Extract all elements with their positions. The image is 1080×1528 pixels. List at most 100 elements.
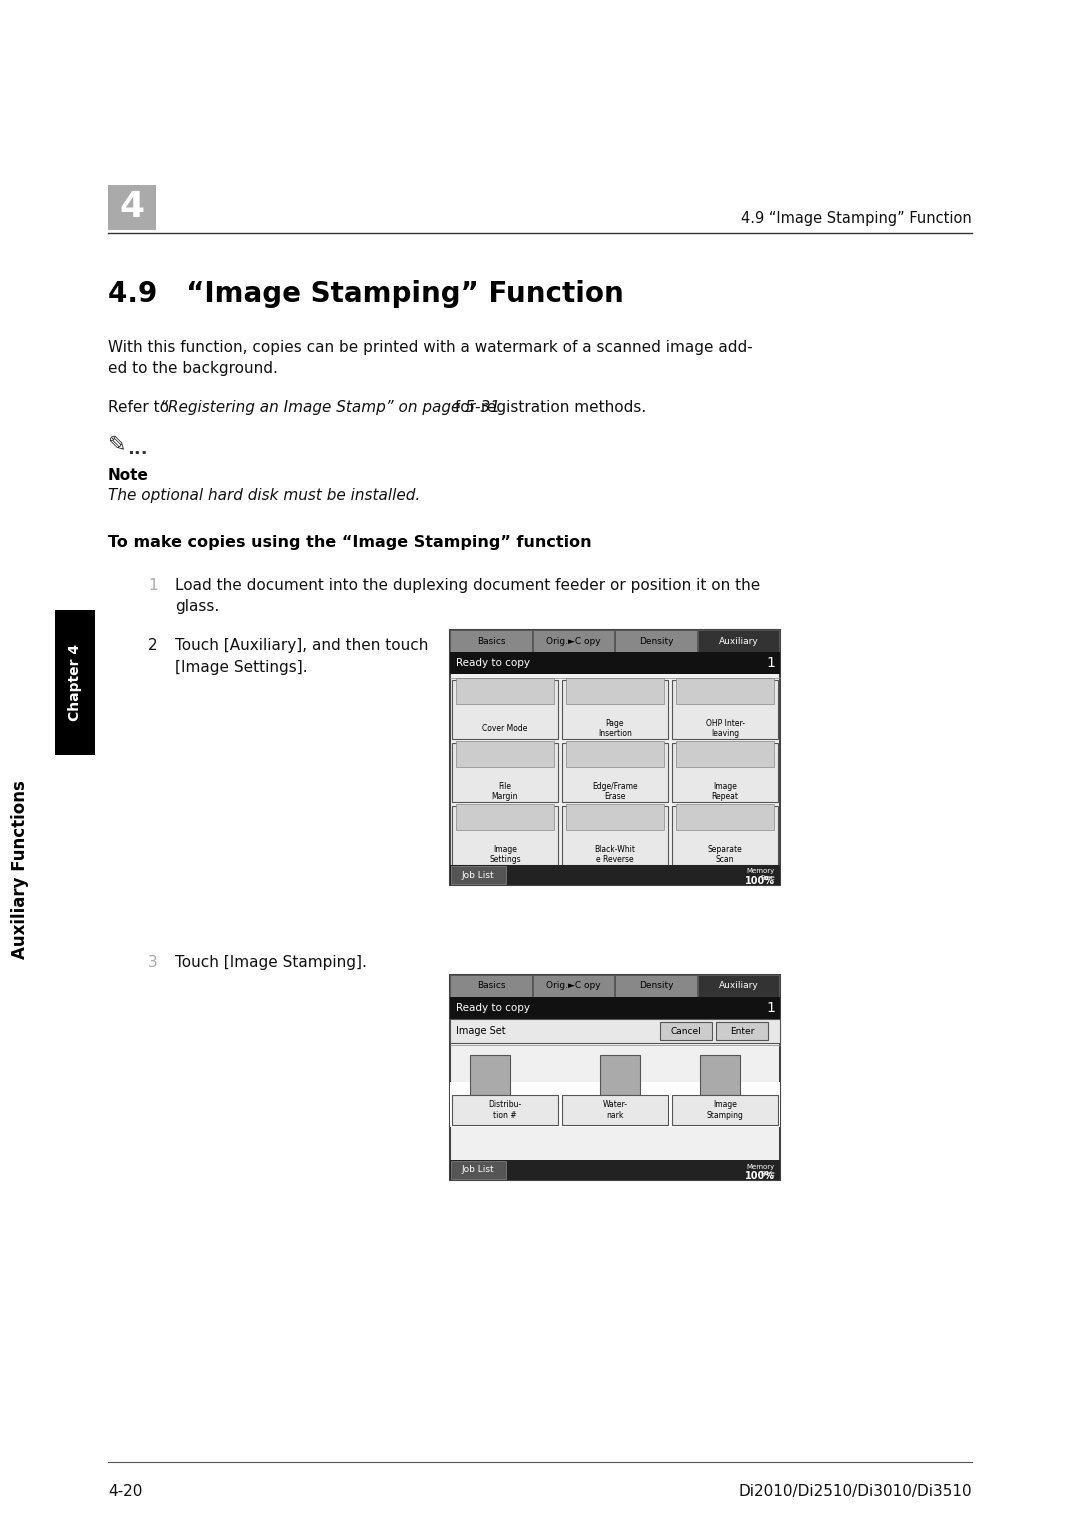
Bar [451,866,507,885]
Text: Page
Insertion: Page Insertion [598,718,632,738]
Bar [450,975,531,996]
Bar [456,677,554,704]
Bar [450,1082,780,1128]
Text: Image Set: Image Set [456,1025,505,1036]
Bar [566,804,664,830]
Text: Cancel: Cancel [671,1027,701,1036]
Text: OHP Inter-
leaving: OHP Inter- leaving [705,718,744,738]
Text: Water-
nark: Water- nark [603,1100,627,1120]
Text: Memory
Free: Memory Free [746,868,775,882]
Text: Memory
Free: Memory Free [746,1163,775,1177]
Bar [716,1022,768,1041]
Text: Density: Density [639,981,674,990]
Bar [676,741,774,767]
Text: 3: 3 [148,955,158,970]
Bar [470,1054,510,1096]
Text: ✎: ✎ [108,435,126,455]
Text: File
Margin: File Margin [491,782,518,801]
Text: Enter: Enter [730,1027,754,1036]
Text: Cover Mode: Cover Mode [483,724,528,733]
Text: Orig.►C opy: Orig.►C opy [546,637,602,645]
Text: Basics: Basics [477,637,505,645]
Text: Image
Settings: Image Settings [489,845,521,863]
Text: ...: ... [127,440,148,458]
Bar [450,865,780,885]
Bar [672,743,778,802]
Bar [676,677,774,704]
Bar [562,743,669,802]
Bar [698,630,779,652]
Bar [600,1054,640,1096]
Bar [566,741,664,767]
Text: Density: Density [639,637,674,645]
Text: 1: 1 [148,578,158,593]
Text: Image
Repeat: Image Repeat [712,782,739,801]
Text: Auxiliary Functions: Auxiliary Functions [11,781,29,960]
Text: 1: 1 [766,656,775,669]
Text: for registration methods.: for registration methods. [450,400,646,416]
Text: Separate
Scan: Separate Scan [707,845,742,863]
Bar [672,1096,778,1125]
Bar [700,1054,740,1096]
Text: Ready to copy: Ready to copy [456,659,530,668]
Bar [451,1161,507,1180]
Bar [453,1096,558,1125]
Text: Touch [Auxiliary], and then touch
[Image Settings].: Touch [Auxiliary], and then touch [Image… [175,639,429,675]
Text: 4-20: 4-20 [108,1484,143,1499]
Bar [532,630,615,652]
Text: Chapter 4: Chapter 4 [68,643,82,721]
Text: Job List: Job List [461,1166,495,1175]
Text: 100%: 100% [745,1170,775,1181]
Text: Note: Note [108,468,149,483]
Text: 4: 4 [120,189,145,225]
Bar [532,975,615,996]
Bar [562,1096,669,1125]
Bar [450,630,780,885]
Bar [615,630,697,652]
Bar [450,1019,780,1044]
Bar [566,677,664,704]
Bar [562,680,669,740]
Bar [456,741,554,767]
Bar [453,743,558,802]
Text: 1: 1 [766,1001,775,1015]
Bar [450,996,780,1019]
Text: Edge/Frame
Erase: Edge/Frame Erase [592,782,638,801]
Text: 2: 2 [148,639,158,652]
Text: 100%: 100% [745,876,775,886]
Bar [450,652,780,674]
Text: With this function, copies can be printed with a watermark of a scanned image ad: With this function, copies can be printe… [108,341,753,376]
Bar [676,804,774,830]
Bar [453,805,558,865]
Bar [615,975,697,996]
Text: To make copies using the “Image Stamping” function: To make copies using the “Image Stamping… [108,535,592,550]
Text: Black-Whit
e Reverse: Black-Whit e Reverse [594,845,635,863]
Text: Image
Stamping: Image Stamping [706,1100,743,1120]
Bar [108,185,156,231]
Bar [453,680,558,740]
Text: The optional hard disk must be installed.: The optional hard disk must be installed… [108,487,420,503]
Bar [672,805,778,865]
Bar [450,630,531,652]
Text: Distribu-
tion #: Distribu- tion # [488,1100,522,1120]
Bar [698,975,779,996]
Text: Auxiliary: Auxiliary [719,981,758,990]
Bar [55,610,95,755]
Text: Orig.►C opy: Orig.►C opy [546,981,602,990]
Text: “Registering an Image Stamp” on page 5-31: “Registering an Image Stamp” on page 5-3… [160,400,500,416]
Text: Job List: Job List [461,871,495,880]
Text: Ready to copy: Ready to copy [456,1002,530,1013]
Bar [456,804,554,830]
Text: Load the document into the duplexing document feeder or position it on the
glass: Load the document into the duplexing doc… [175,578,760,614]
Text: Di2010/Di2510/Di3010/Di3510: Di2010/Di2510/Di3010/Di3510 [739,1484,972,1499]
Text: 4.9 “Image Stamping” Function: 4.9 “Image Stamping” Function [741,211,972,226]
Text: Refer to: Refer to [108,400,174,416]
Bar [450,975,780,1180]
Text: 4.9   “Image Stamping” Function: 4.9 “Image Stamping” Function [108,280,624,309]
Text: Touch [Image Stamping].: Touch [Image Stamping]. [175,955,367,970]
Bar [660,1022,712,1041]
Text: Auxiliary: Auxiliary [719,637,758,645]
Bar [450,1160,780,1180]
Bar [562,805,669,865]
Text: Basics: Basics [477,981,505,990]
